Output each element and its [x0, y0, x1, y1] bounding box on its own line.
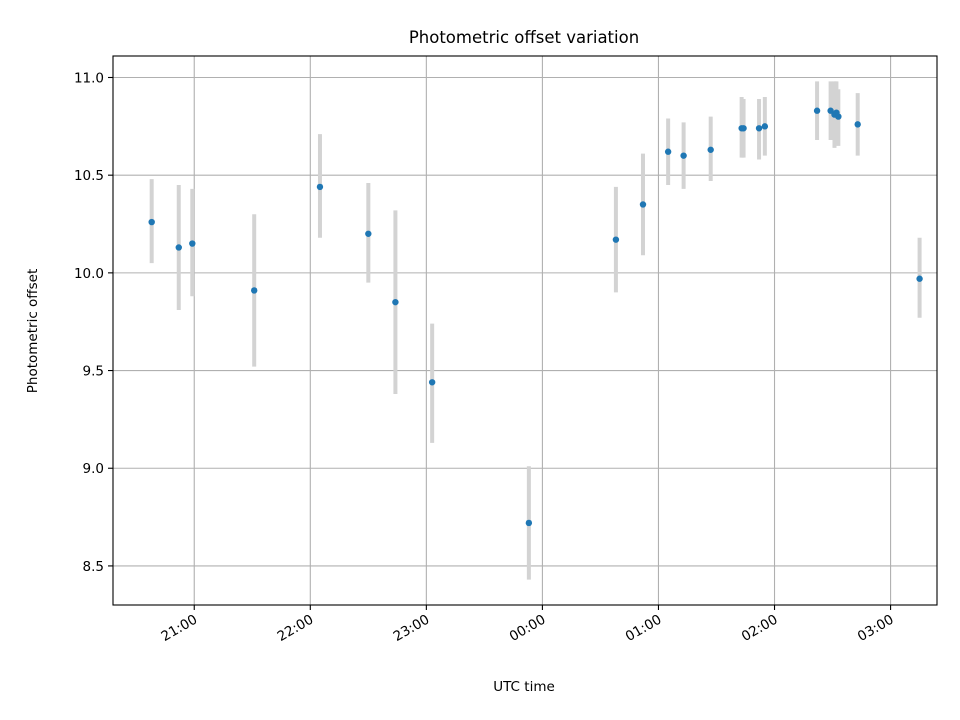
data-point: [827, 107, 834, 114]
data-point: [525, 519, 533, 527]
x-tick-label: 21:00: [159, 612, 201, 645]
data-point: [835, 113, 842, 120]
x-tick-label: 23:00: [391, 612, 433, 645]
tick-layer: 21:00 22:00 23:00 00:00 01:00 02:00 03:00 8.5 9.…: [74, 70, 897, 644]
data-point: [854, 121, 861, 128]
y-tick-label: 10.0: [74, 266, 104, 282]
data-point: [680, 152, 687, 159]
plot-frame: [112, 55, 938, 606]
data-point: [251, 287, 258, 294]
data-point: [175, 244, 182, 251]
data-point: [392, 298, 399, 306]
data-point: [316, 183, 324, 191]
y-axis-label: Photometric offset: [25, 269, 41, 393]
point-layer: [148, 107, 923, 527]
y-tick-label: 8.5: [83, 559, 104, 575]
y-tick-label: 10.5: [74, 168, 104, 184]
data-point: [755, 125, 763, 132]
data-point: [148, 218, 155, 226]
data-point: [639, 201, 647, 208]
x-tick-label: 02:00: [739, 612, 781, 645]
grid-layer: [113, 56, 937, 605]
data-point: [707, 146, 714, 153]
data-point: [664, 148, 672, 155]
data-point: [761, 123, 769, 130]
data-point: [612, 236, 620, 243]
x-tick-label: 03:00: [855, 612, 897, 645]
data-point: [916, 275, 923, 282]
y-tick-label: 9.5: [83, 364, 104, 380]
data-point: [813, 107, 821, 114]
chart-title: Photometric offset variation: [409, 28, 639, 47]
y-tick-label: 9.0: [83, 461, 104, 477]
data-point: [428, 379, 436, 386]
x-tick-label: 22:00: [275, 612, 317, 645]
x-axis-label: UTC time: [493, 679, 555, 695]
error-bar-layer: [149, 81, 922, 580]
data-point: [365, 230, 372, 237]
data-point: [740, 125, 747, 132]
x-tick-label: 01:00: [623, 612, 665, 645]
x-tick-label: 00:00: [507, 612, 549, 645]
data-point: [189, 240, 196, 247]
y-tick-label: 11.0: [74, 70, 104, 86]
